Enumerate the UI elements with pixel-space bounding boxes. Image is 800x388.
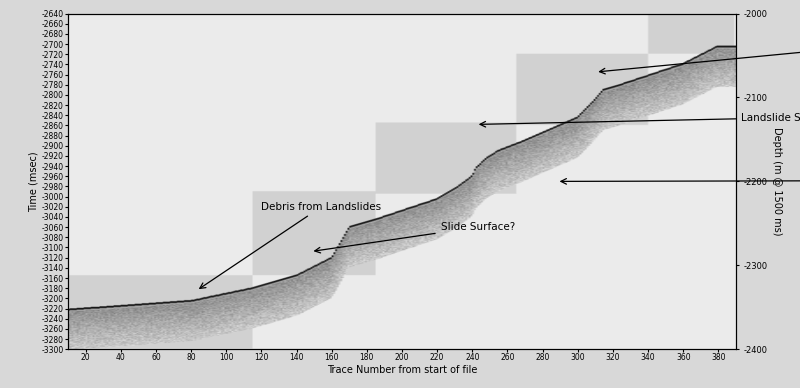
Text: Debris from Landslides: Debris from Landslides: [200, 202, 382, 288]
Y-axis label: Time (msec): Time (msec): [29, 151, 39, 212]
Text: Intact stratigraphy
(sedimentary layers): Intact stratigraphy (sedimentary layers): [561, 170, 800, 191]
X-axis label: Trace Number from start of file: Trace Number from start of file: [327, 365, 477, 375]
Text: Slide Surface?: Slide Surface?: [314, 222, 515, 253]
Y-axis label: Depth (m @ 1500 ms): Depth (m @ 1500 ms): [772, 127, 782, 236]
Text: Filled Landslide Scar: Filled Landslide Scar: [599, 25, 800, 74]
Text: Landslide Scarp: Landslide Scarp: [480, 113, 800, 127]
